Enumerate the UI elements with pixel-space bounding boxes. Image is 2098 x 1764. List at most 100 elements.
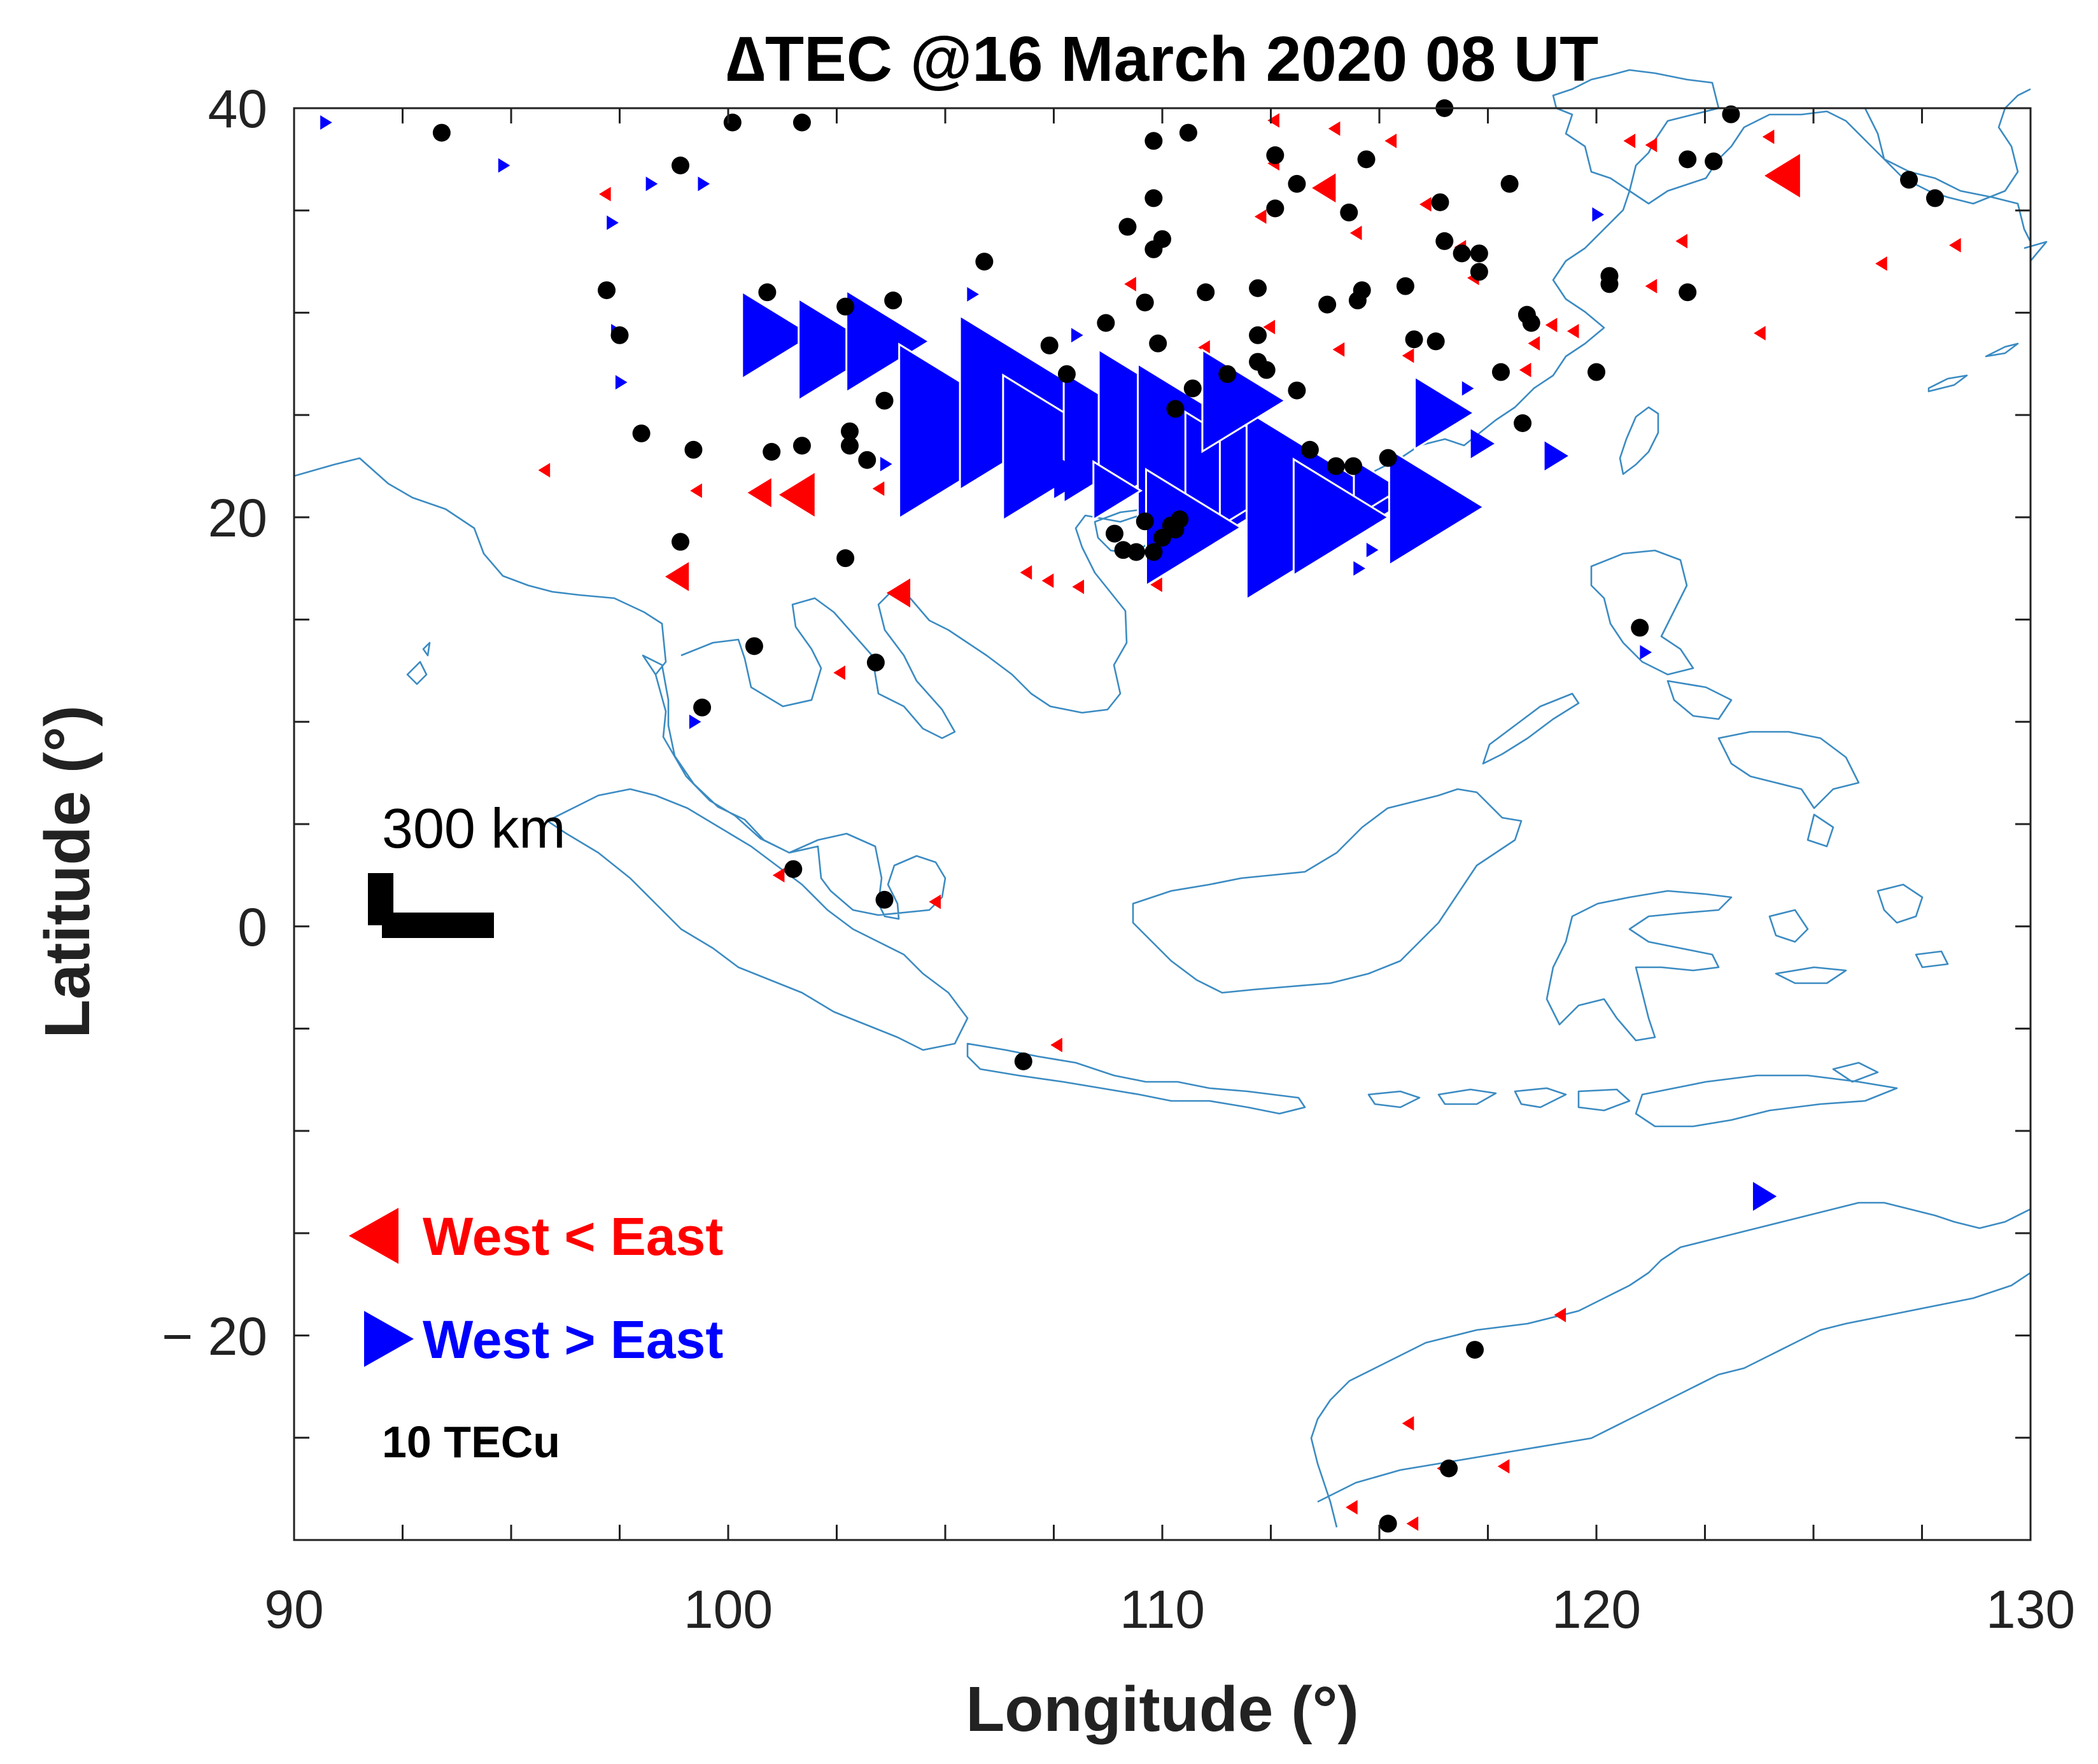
station-dot xyxy=(1466,1341,1484,1359)
station-dot xyxy=(1249,279,1267,297)
marker-west-gt-east xyxy=(1388,447,1486,567)
marker-west-lt-east xyxy=(1263,319,1276,335)
marker-west-lt-east xyxy=(1267,113,1279,128)
marker-west-gt-east xyxy=(1470,429,1495,458)
marker-west-gt-east xyxy=(498,158,510,173)
marker-west-gt-east xyxy=(880,456,892,472)
y-axis-label: Latitude (°) xyxy=(32,705,103,1038)
marker-west-lt-east xyxy=(690,483,702,498)
station-dot xyxy=(1266,146,1285,164)
station-dot xyxy=(1144,189,1163,207)
y-tick-label: 20 xyxy=(208,488,267,548)
marker-west-gt-east xyxy=(1461,381,1474,396)
coastline-palawan xyxy=(1482,692,1580,765)
scale-bar-label: 300 km xyxy=(382,797,566,860)
marker-west-gt-east xyxy=(798,297,884,402)
station-dot xyxy=(632,424,651,443)
marker-west-gt-east xyxy=(1414,375,1476,451)
station-dot xyxy=(836,549,855,568)
station-dot xyxy=(1105,524,1123,543)
coastlines xyxy=(293,69,2048,1528)
x-tick-labels: 90 100 110 120 130 xyxy=(264,1579,2075,1639)
marker-west-lt-east xyxy=(1312,173,1336,203)
marker-west-lt-east xyxy=(599,186,611,202)
scale-bar-horizontal xyxy=(382,913,494,938)
station-dot xyxy=(836,297,855,316)
station-dot xyxy=(792,113,811,132)
coastline-java xyxy=(966,1042,1306,1115)
marker-west-lt-east xyxy=(1020,565,1032,580)
y-tick-labels: 40 20 0 − 20 xyxy=(162,79,267,1366)
marker-west-lt-east xyxy=(1050,1037,1062,1053)
marker-west-lt-east xyxy=(747,478,771,508)
coastline-philippines xyxy=(1590,549,1860,848)
station-dot xyxy=(671,157,689,174)
station-dot xyxy=(1405,330,1423,349)
x-axis-label: Longitude (°) xyxy=(966,1674,1359,1745)
marker-west-lt-east xyxy=(1645,137,1658,153)
marker-west-gt-east xyxy=(1640,645,1652,660)
marker-west-gt-east xyxy=(645,176,658,192)
station-dot xyxy=(792,437,811,455)
marker-west-lt-east xyxy=(1754,326,1766,340)
station-dot xyxy=(1197,283,1215,302)
station-dot xyxy=(723,113,742,132)
marker-west-lt-east xyxy=(778,473,815,517)
marker-west-lt-east xyxy=(1554,1308,1566,1322)
marker-west-lt-east xyxy=(1875,256,1887,271)
marker-west-gt-east xyxy=(1092,459,1143,522)
marker-west-lt-east xyxy=(772,867,785,883)
station-dot xyxy=(1705,152,1723,171)
coastline-korea xyxy=(1864,88,2031,205)
marker-west-lt-east xyxy=(1566,323,1579,339)
station-dot xyxy=(1470,263,1488,281)
station-markers xyxy=(432,99,1944,1533)
markers-west-lt-east xyxy=(538,113,1961,1531)
station-dot xyxy=(1379,1515,1397,1533)
station-dot xyxy=(610,326,629,344)
x-tick-label: 130 xyxy=(1986,1579,2075,1639)
x-tick-label: 110 xyxy=(1120,1579,1205,1639)
station-dot xyxy=(1249,326,1267,344)
station-dot xyxy=(1144,132,1163,150)
station-dot xyxy=(1136,512,1154,531)
station-dot xyxy=(1631,619,1649,637)
station-dot xyxy=(1344,457,1363,475)
station-dot xyxy=(1288,174,1306,193)
station-dot xyxy=(975,253,994,271)
x-tick-label: 120 xyxy=(1552,1579,1641,1639)
station-dot xyxy=(1288,381,1306,400)
marker-west-gt-east xyxy=(1366,542,1379,557)
station-dot xyxy=(1183,379,1202,398)
marker-west-gt-east xyxy=(1752,1182,1777,1211)
station-dot xyxy=(858,451,877,469)
station-dot xyxy=(1679,150,1697,169)
station-dot xyxy=(1300,440,1319,459)
markers-west-gt-east xyxy=(320,115,1777,1211)
marker-west-lt-east xyxy=(1545,318,1558,333)
marker-west-lt-east xyxy=(538,463,551,478)
marker-west-gt-east xyxy=(607,215,619,230)
station-dot xyxy=(1144,543,1163,561)
station-dot xyxy=(1149,334,1167,353)
marker-west-gt-east xyxy=(845,288,931,394)
legend: West < East West > East 10 TECu xyxy=(349,1207,723,1467)
coastline-borneo xyxy=(1132,788,1523,994)
station-dot xyxy=(1266,199,1285,218)
marker-west-gt-east xyxy=(1054,454,1090,498)
marker-west-lt-east xyxy=(1254,209,1267,224)
marker-west-lt-east xyxy=(1150,577,1162,592)
station-dot xyxy=(840,422,859,440)
marker-west-gt-east xyxy=(698,176,710,192)
marker-west-lt-east xyxy=(1328,121,1341,136)
marker-west-lt-east xyxy=(1402,348,1414,363)
station-dot xyxy=(1118,218,1137,236)
marker-west-lt-east xyxy=(833,665,845,680)
station-dot xyxy=(1153,230,1171,248)
station-dot xyxy=(1500,174,1519,193)
marker-west-lt-east xyxy=(1406,1516,1419,1531)
station-dot xyxy=(1179,123,1197,142)
station-dot xyxy=(1435,232,1454,250)
scale-bar: 300 km xyxy=(368,797,566,938)
